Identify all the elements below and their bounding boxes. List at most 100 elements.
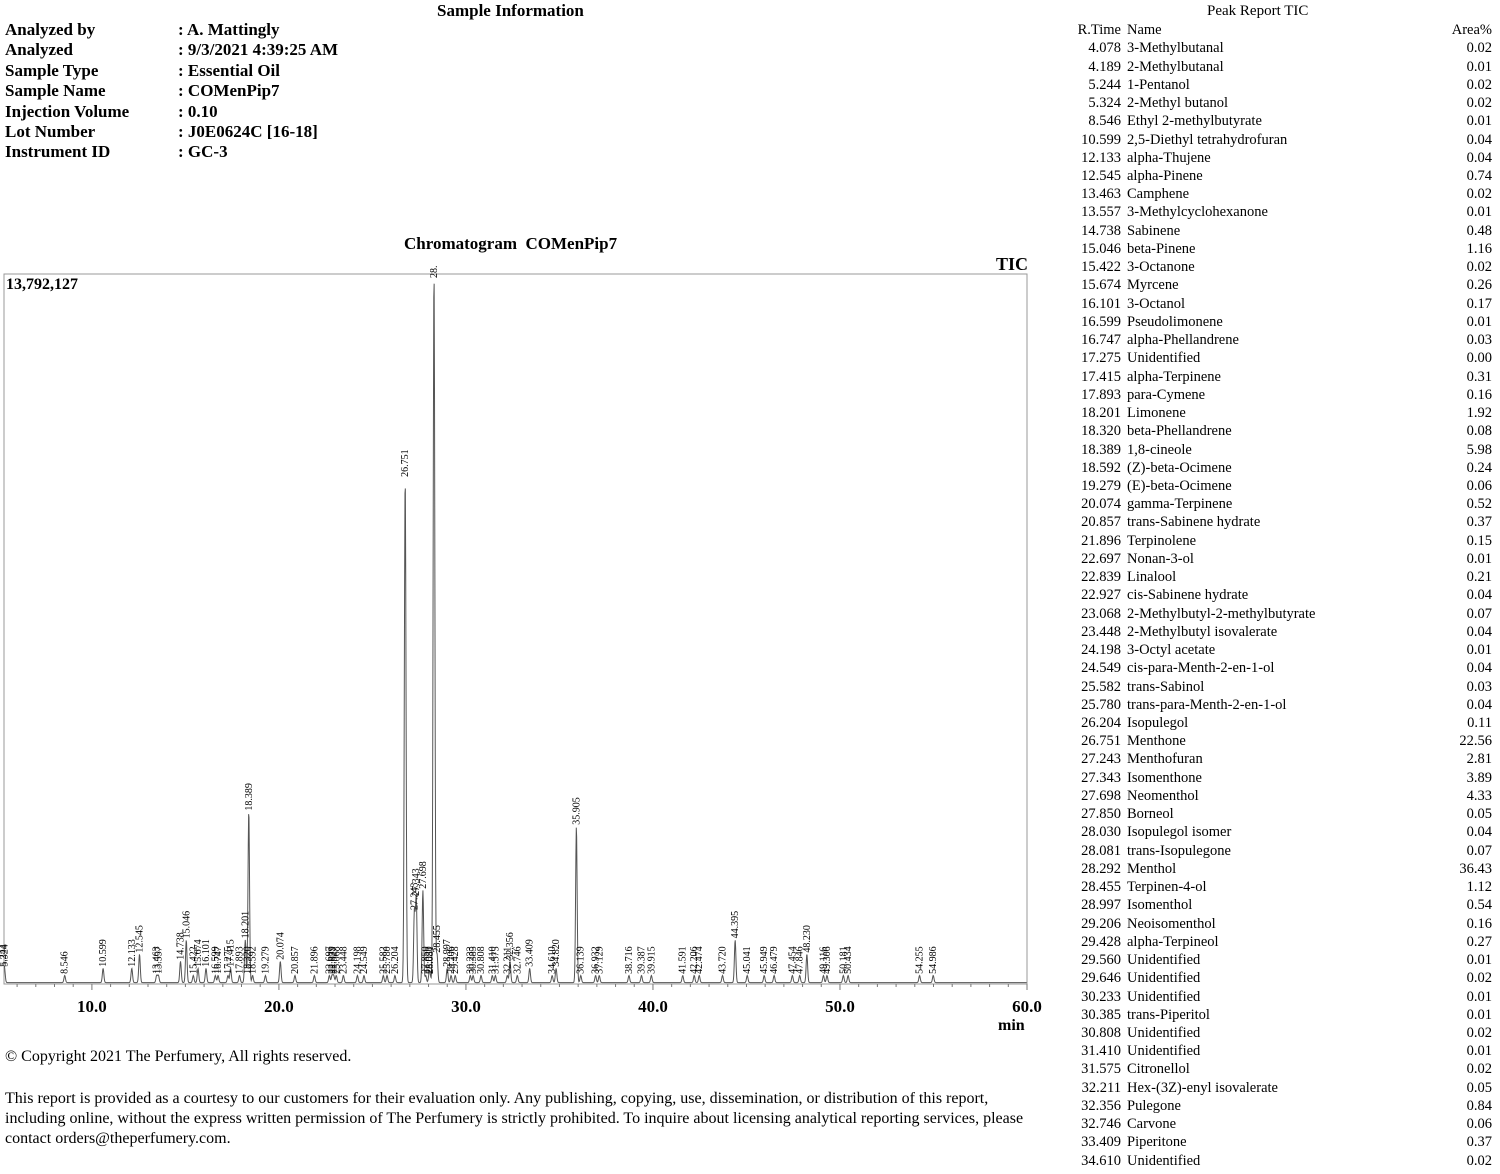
table-row: 16.599 Pseudolimonene 0.01 (1060, 313, 1492, 331)
cell-name: (Z)-beta-Ocimene (1127, 459, 1232, 476)
cell-rtime: 19.279 (1081, 477, 1121, 494)
cell-name: 3-Octyl acetate (1127, 642, 1216, 659)
table-row: 15.422 3-Octanone 0.02 (1060, 258, 1492, 276)
info-value: : COMenPip7 (178, 81, 280, 101)
cell-rtime: 31.410 (1081, 1043, 1121, 1060)
table-row: 18.320 beta-Phellandrene 0.08 (1060, 422, 1492, 440)
peak-label: 42.474 (694, 946, 705, 974)
table-row: 13.463 Camphene 0.02 (1060, 185, 1492, 203)
sample-info-title: Sample Information (437, 1, 584, 20)
cell-area: 0.05 (1466, 806, 1492, 823)
cell-name: 3-Octanone (1127, 259, 1195, 276)
peak-report-table: R.Time Name Area% 4.078 3-Methylbutanal 0.… (1060, 21, 1492, 1170)
info-label: Sample Type (5, 60, 99, 80)
peak-label: 18.201 (240, 911, 251, 939)
cell-rtime: 17.415 (1081, 368, 1121, 385)
peak-label: 31.575 (490, 946, 501, 974)
peak-label: 16.101 (201, 939, 212, 967)
chromatogram-trace (3, 283, 1027, 984)
cell-rtime: 27.850 (1081, 806, 1121, 823)
table-row: 16.747 alpha-Phellandrene 0.03 (1060, 331, 1492, 349)
peak-label: 39.915 (646, 946, 657, 974)
cell-area: 0.00 (1466, 350, 1492, 367)
peak-label: 28.030 (424, 946, 435, 974)
peak-label: 47.454 (787, 946, 798, 974)
peak-label: 17.275 (223, 946, 234, 974)
peak-label: 32.746 (512, 946, 523, 974)
peak-label: 26.751 (400, 449, 411, 477)
peak-label: 25.582 (378, 946, 389, 974)
table-row: 5.244 1-Pentanol 0.02 (1060, 76, 1492, 94)
info-value: : GC-3 (178, 142, 228, 162)
cell-area: 0.16 (1466, 915, 1492, 932)
cell-area: 0.15 (1466, 532, 1492, 549)
x-tick-label: 40.0 (638, 997, 668, 1016)
table-row: 22.697 Nonan-3-ol 0.01 (1060, 550, 1492, 568)
cell-name: para-Cymene (1127, 386, 1206, 403)
peak-label: 27.850 (421, 946, 432, 974)
cell-area: 0.04 (1466, 623, 1492, 640)
table-row: 17.893 para-Cymene 0.16 (1060, 386, 1492, 404)
peak-label: 46.479 (769, 946, 780, 974)
peak-label: 10.599 (98, 939, 109, 967)
peak-label: 33.409 (525, 939, 536, 967)
peak-label: 50.181 (838, 946, 849, 974)
cell-rtime: 5.244 (1088, 76, 1121, 93)
cell-name: trans-para-Menth-2-en-1-ol (1127, 696, 1287, 713)
cell-name: 2-Methylbutanal (1127, 58, 1224, 75)
cell-name: Isopulegol isomer (1127, 824, 1232, 841)
cell-rtime: 27.243 (1081, 751, 1121, 768)
cell-area: 0.07 (1466, 605, 1492, 622)
cell-name: Pulegone (1127, 1097, 1181, 1114)
cell-name: Menthol (1127, 860, 1177, 877)
cell-area: 0.08 (1466, 423, 1492, 440)
table-row: 20.074 gamma-Terpinene 0.52 (1060, 495, 1492, 513)
cell-name: Hex-(3Z)-enyl isovalerate (1127, 1079, 1278, 1096)
cell-rtime: 28.997 (1081, 897, 1121, 914)
cell-rtime: 13.557 (1081, 204, 1121, 221)
info-label: Instrument ID (5, 142, 111, 162)
cell-area: 0.03 (1466, 332, 1492, 349)
cell-rtime: 20.074 (1081, 496, 1121, 513)
table-row: 25.780 trans-para-Menth-2-en-1-ol 0.04 (1060, 696, 1492, 714)
table-row: 8.546 Ethyl 2-methylbutyrate 0.01 (1060, 112, 1492, 130)
cell-area: 0.21 (1466, 569, 1492, 586)
peak-label: 16.599 (210, 946, 221, 974)
cell-name: alpha-Pinene (1127, 167, 1203, 184)
cell-name: 3-Octanol (1127, 295, 1185, 312)
header-area: Area% (1451, 22, 1492, 39)
table-row: 17.415 alpha-Terpinene 0.31 (1060, 367, 1492, 385)
table-row: 31.410 Unidentified 0.01 (1060, 1042, 1492, 1060)
chart-title: Chromatogram COMenPip7 (404, 234, 618, 253)
cell-name: Isomenthone (1127, 769, 1202, 786)
peak-label: 18.592 (248, 946, 259, 974)
table-row: 32.356 Pulegone 0.84 (1060, 1097, 1492, 1115)
table-row: 27.850 Borneol 0.05 (1060, 805, 1492, 823)
peak-label: 30.385 (468, 946, 479, 974)
table-row: 25.582 trans-Sabinol 0.03 (1060, 677, 1492, 695)
peak-label: 18.389 (244, 783, 255, 811)
table-row: 4.078 3-Methylbutanal 0.02 (1060, 39, 1492, 57)
table-row: 28.997 Isomenthol 0.54 (1060, 896, 1492, 914)
cell-rtime: 21.896 (1081, 532, 1121, 549)
peak-label: 12.545 (134, 925, 145, 953)
peak-label: 25.780 (382, 946, 393, 974)
peak-label: 28.292 (429, 266, 440, 278)
cell-rtime: 18.201 (1081, 405, 1121, 422)
table-row: 21.896 Terpinolene 0.15 (1060, 532, 1492, 550)
cell-rtime: 27.698 (1081, 787, 1121, 804)
cell-area: 0.01 (1466, 1006, 1492, 1023)
cell-area: 0.52 (1466, 496, 1492, 513)
table-row: 30.385 trans-Piperitol 0.01 (1060, 1006, 1492, 1024)
cell-rtime: 16.599 (1081, 313, 1121, 330)
cell-area: 0.07 (1466, 842, 1492, 859)
cell-name: Ethyl 2-methylbutyrate (1127, 113, 1262, 130)
cell-name: Unidentified (1127, 970, 1201, 987)
peak-label: 19.279 (260, 946, 271, 974)
info-value: : A. Mattingly (178, 20, 280, 39)
peak-label: 34.820 (551, 939, 562, 967)
cell-area: 0.02 (1466, 95, 1492, 112)
peak-label: 17.415 (226, 939, 237, 967)
table-row: 27.243 Menthofuran 2.81 (1060, 750, 1492, 768)
cell-name: Nonan-3-ol (1127, 550, 1194, 567)
